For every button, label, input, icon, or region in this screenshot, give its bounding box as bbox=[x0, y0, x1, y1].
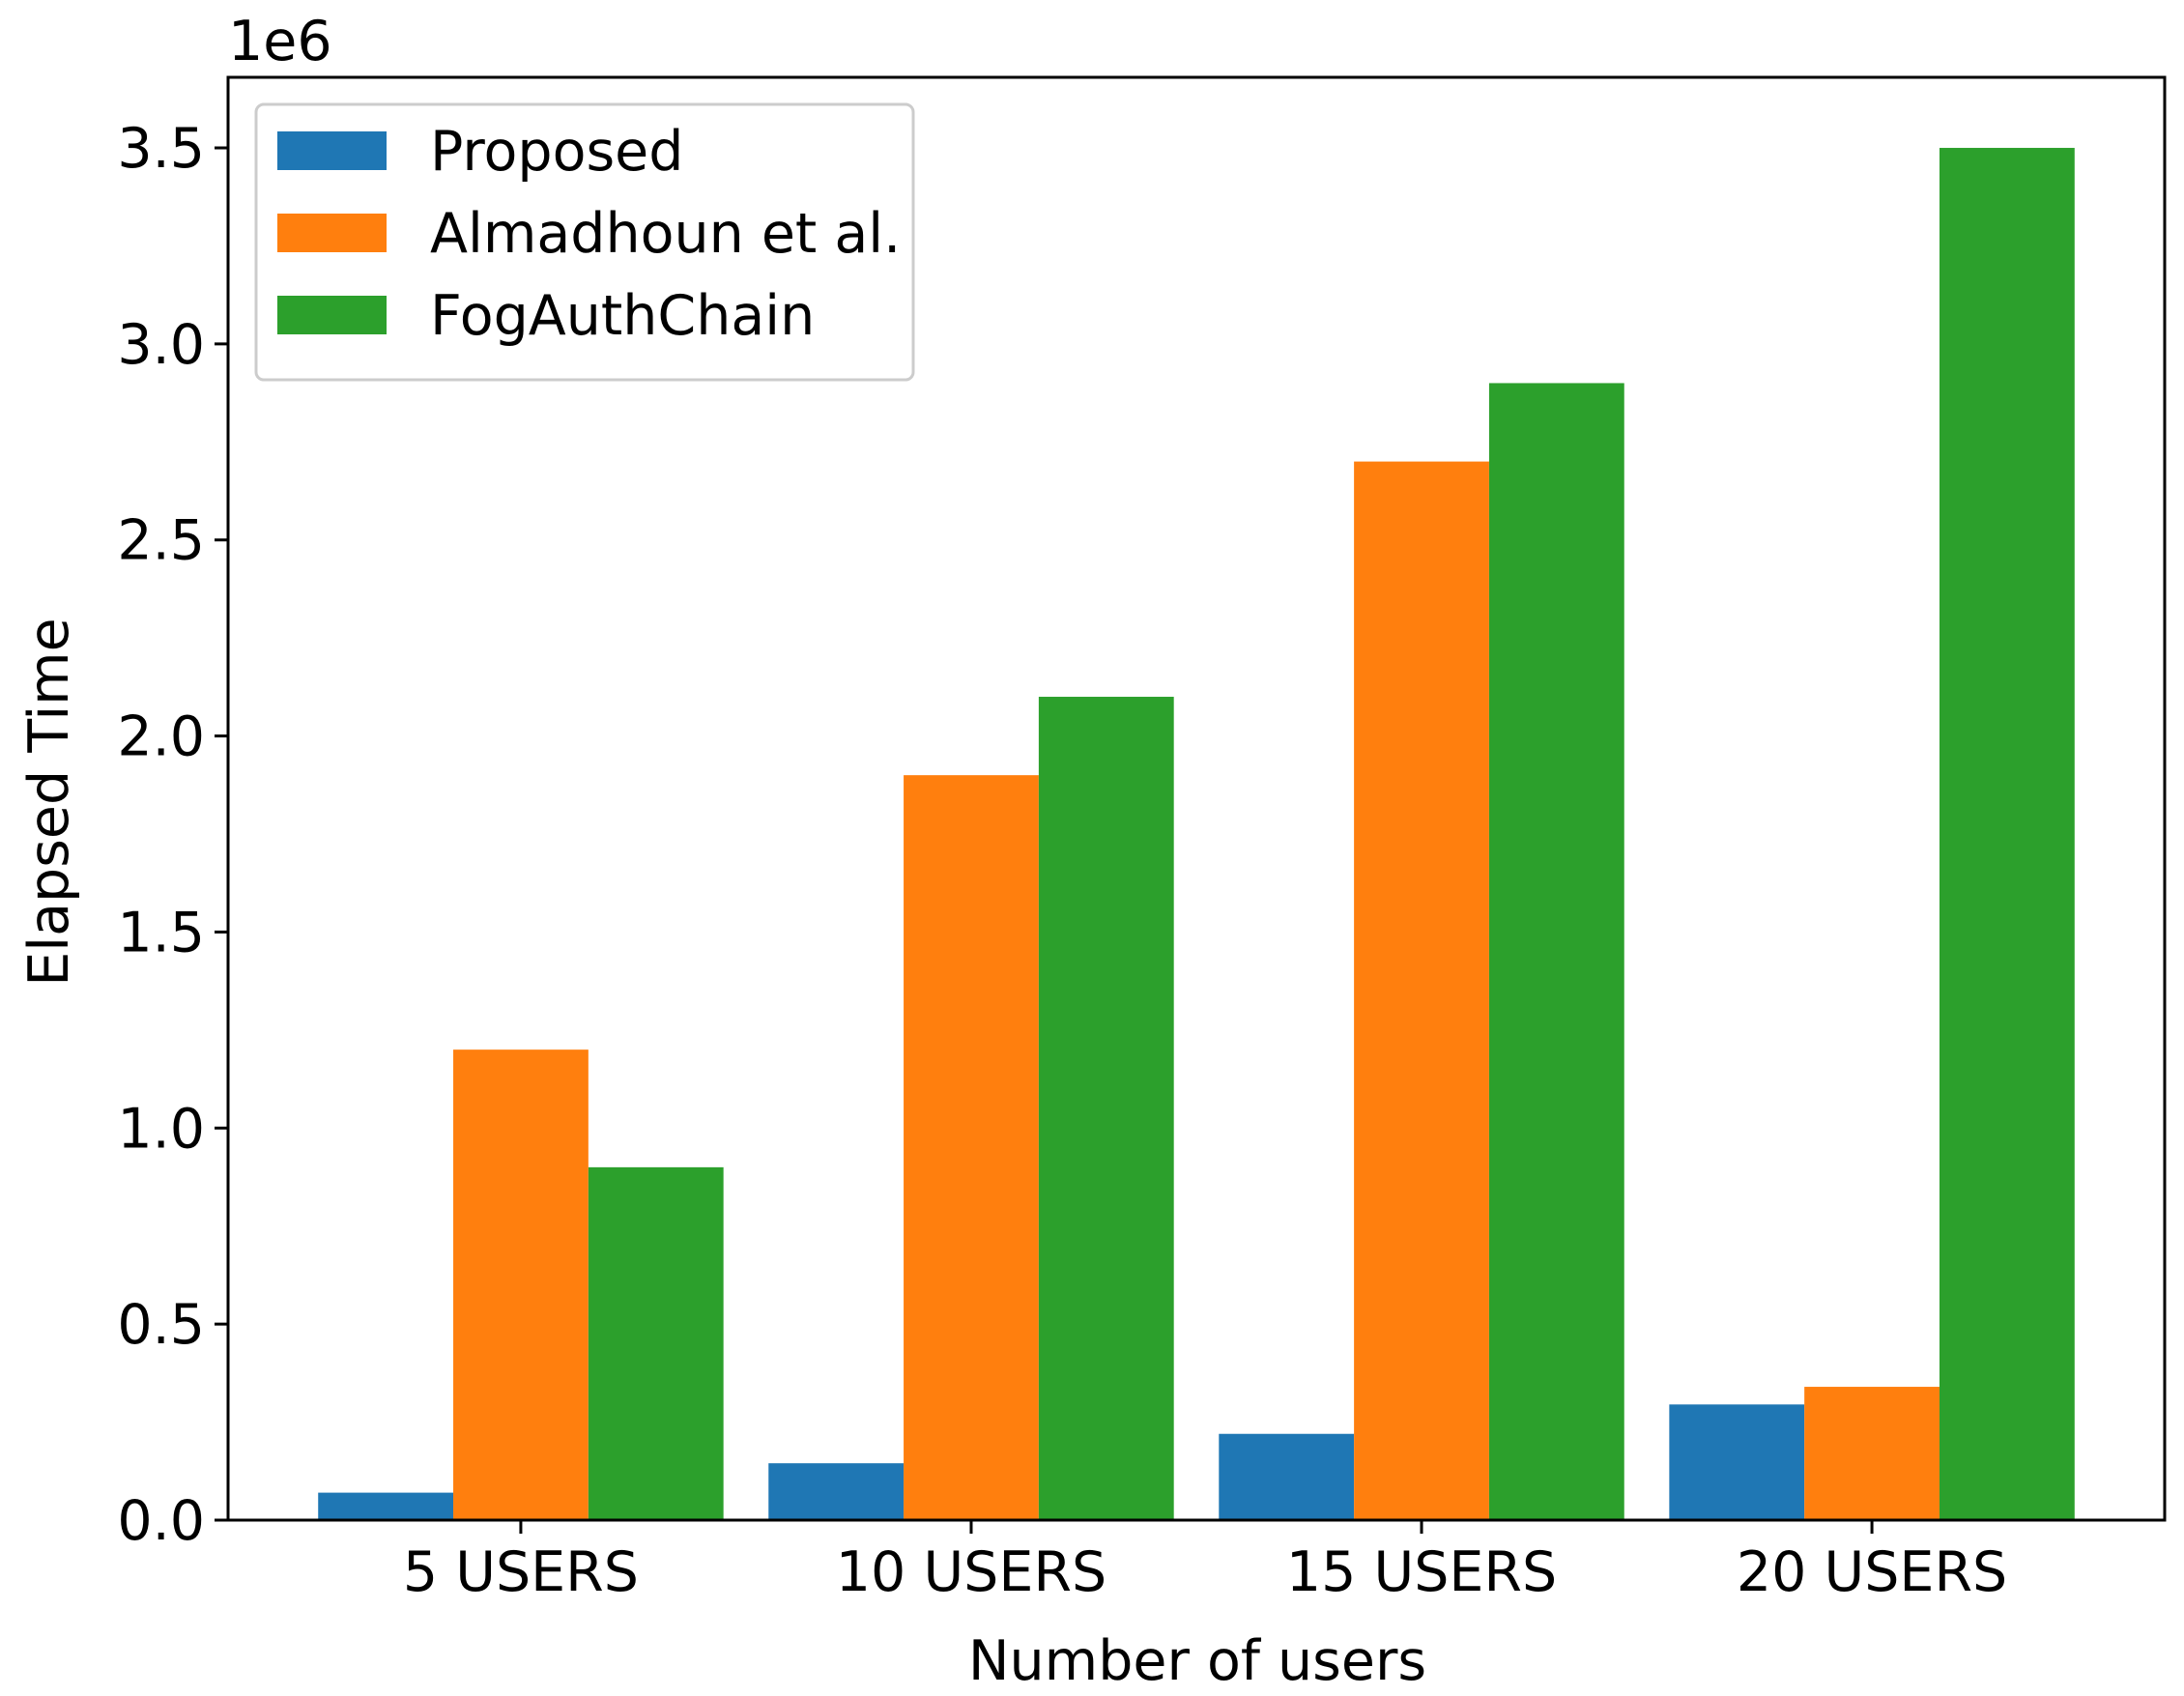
legend-frame bbox=[254, 102, 915, 382]
y-tick-label: 1.5 bbox=[117, 901, 205, 964]
bar-proposed-4 bbox=[1669, 1404, 1805, 1520]
legend-label: Proposed bbox=[430, 120, 683, 184]
y-tick-label: 2.5 bbox=[117, 509, 205, 573]
y-tick-label: 0.5 bbox=[117, 1293, 205, 1357]
bar-almadhoun-et-al-2 bbox=[904, 775, 1039, 1520]
y-axis-label: Elapsed Time bbox=[17, 618, 81, 987]
legend-label: Almadhoun et al. bbox=[430, 202, 901, 266]
bar-proposed-2 bbox=[768, 1463, 905, 1520]
bar-fogauthchain-4 bbox=[1939, 148, 2075, 1520]
legend-label: FogAuthChain bbox=[430, 284, 815, 348]
x-tick-label: 10 USERS bbox=[836, 1540, 1106, 1604]
y-tick-label: 1.0 bbox=[117, 1097, 205, 1161]
legend: Proposed Almadhoun et al. FogAuthChain bbox=[254, 102, 915, 382]
bar-proposed-3 bbox=[1219, 1433, 1355, 1520]
bar-fogauthchain-1 bbox=[588, 1166, 724, 1520]
bar-almadhoun-et-al-1 bbox=[453, 1049, 589, 1520]
y-tick-label: 3.0 bbox=[117, 313, 205, 377]
y-tick-label: 3.5 bbox=[117, 117, 205, 181]
x-axis-label: Number of users bbox=[968, 1629, 1426, 1693]
plot-frame bbox=[226, 75, 2167, 1522]
y-offset-label: 1e6 bbox=[228, 10, 332, 73]
y-tick-label: 2.0 bbox=[117, 705, 205, 769]
legend-swatch bbox=[277, 214, 387, 252]
legend-swatch bbox=[277, 296, 387, 334]
legend-swatch bbox=[277, 131, 387, 170]
axes-group: 0.0 0.5 1.0 1.5 2.0 2.5 3.0 3.5 5 USERS 10 USERS 1… bbox=[117, 75, 2167, 1604]
bar-almadhoun-et-al-3 bbox=[1354, 461, 1489, 1521]
x-tick-label: 15 USERS bbox=[1286, 1540, 1557, 1604]
x-tick-label: 20 USERS bbox=[1737, 1540, 2007, 1604]
bar-proposed-1 bbox=[318, 1492, 454, 1520]
bar-almadhoun-et-al-4 bbox=[1804, 1387, 1940, 1520]
x-tick-label: 5 USERS bbox=[403, 1540, 639, 1604]
bars-group bbox=[318, 148, 2075, 1521]
bar-fogauthchain-2 bbox=[1038, 697, 1174, 1520]
bar-fogauthchain-3 bbox=[1488, 383, 1624, 1521]
y-tick-label: 0.0 bbox=[117, 1489, 205, 1553]
